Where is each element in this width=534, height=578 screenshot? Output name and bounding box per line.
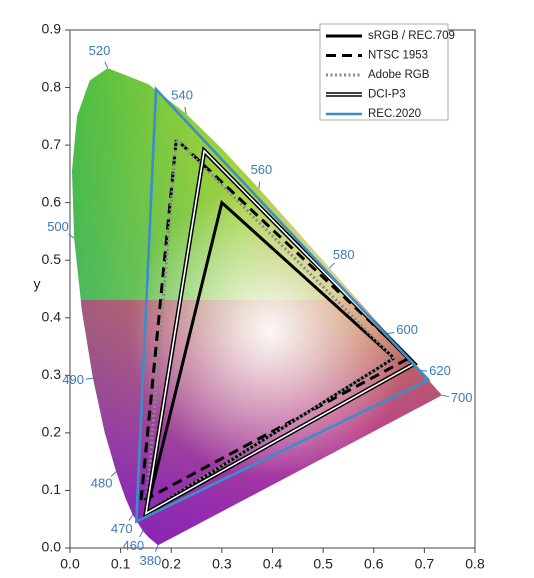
wavelength-tick	[387, 331, 395, 335]
legend-label: Adobe RGB	[368, 69, 430, 81]
y-tick-label: 0.7	[42, 136, 62, 152]
gamut-triangle	[144, 135, 397, 517]
y-axis-label: y	[34, 276, 41, 292]
wavelength-label: 520	[89, 43, 111, 58]
wavelength-tick	[441, 394, 449, 398]
y-tick-label: 0.5	[42, 251, 62, 267]
wavelength-tick	[184, 106, 187, 114]
gamut-triangle	[134, 86, 431, 524]
y-tick-label: 0.6	[42, 193, 62, 209]
x-tick-label: 0.1	[111, 556, 131, 572]
wavelength-label: 600	[396, 322, 418, 337]
legend-label: sRGB / REC.709	[368, 30, 455, 42]
wavelength-label: 490	[62, 372, 84, 387]
wavelength-label: 480	[91, 475, 113, 490]
x-tick-label: 0.3	[212, 556, 232, 572]
wavelength-tick	[329, 262, 335, 269]
wavelength-tick	[110, 471, 117, 477]
x-tick-label: 0.7	[415, 556, 435, 572]
x-tick-label: 0.2	[162, 556, 182, 572]
x-tick-label: 0.4	[263, 556, 283, 572]
y-tick-label: 0.0	[42, 539, 62, 555]
gamut-triangle	[143, 199, 397, 517]
y-tick-label: 0.4	[42, 308, 62, 324]
x-tick-label: 0.8	[465, 556, 485, 572]
wavelength-tick	[68, 233, 75, 239]
y-tick-label: 0.9	[42, 21, 62, 37]
wavelength-tick	[85, 377, 94, 380]
wavelength-label: 620	[429, 363, 451, 378]
wavelength-tick	[258, 181, 261, 189]
wavelength-label: 460	[122, 538, 144, 553]
x-tick-label: 0.6	[364, 556, 384, 572]
gamut-triangle-inner	[144, 149, 416, 515]
x-tick-label: 0.5	[313, 556, 333, 572]
legend-box	[319, 23, 449, 121]
wavelength-label: 500	[47, 219, 69, 234]
wavelength-label: 540	[171, 88, 193, 103]
y-tick-label: 0.1	[42, 481, 62, 497]
legend-label: DCI-P3	[368, 89, 406, 101]
legend-label: NTSC 1953	[368, 50, 428, 62]
y-tick-label: 0.2	[42, 424, 62, 440]
wavelength-tick	[128, 514, 134, 521]
wavelength-label: 560	[251, 162, 273, 177]
wavelength-tick	[154, 544, 159, 552]
x-tick-label: 0.0	[60, 556, 80, 572]
wavelength-label: 470	[111, 521, 133, 536]
wavelength-tick	[139, 530, 144, 538]
wavelength-label: 580	[333, 247, 355, 262]
legend-label: REC.2020	[368, 108, 421, 120]
wavelength-tick	[104, 61, 109, 69]
gamut-triangle	[139, 136, 412, 505]
y-tick-label: 0.3	[42, 366, 62, 382]
y-tick-label: 0.8	[42, 78, 62, 94]
wavelength-label: 700	[451, 390, 473, 405]
wavelength-label: 380	[140, 553, 162, 568]
